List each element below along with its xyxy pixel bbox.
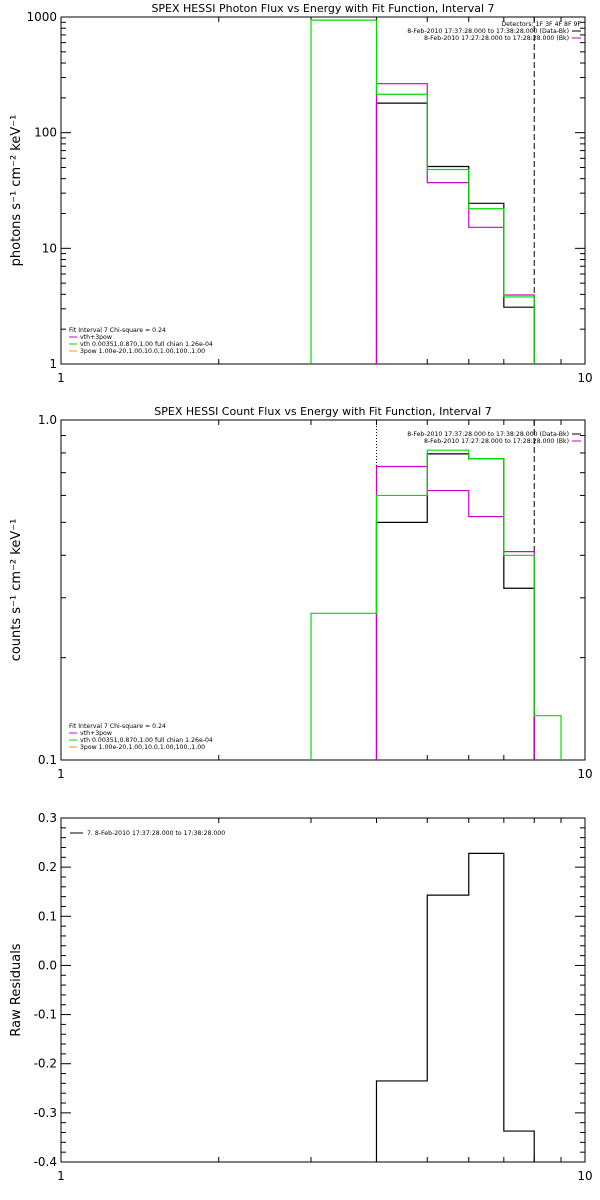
plot-frame [60, 419, 586, 761]
series-line-3 [310, 19, 535, 364]
legend-entry: 3pow 1.00e-20,1.00,10.0,1.00,100.,1.00 [80, 744, 205, 751]
y-tick-label: -0.1 [34, 1008, 57, 1022]
legend-entry: 3pow 1.00e-20,1.00,10.0,1.00,100.,1.00 [80, 348, 205, 355]
y-tick-label: 1.0 [38, 413, 57, 427]
legend-fit-header: Fit Interval 7 Chi-square = 0.24 [69, 723, 166, 730]
legend-detectors: Detectors: 1F 3F 4F 8F 9F [501, 21, 581, 28]
y-axis-label: Raw Residuals [9, 943, 24, 1036]
y-tick-label: 0.1 [38, 909, 57, 923]
chart-panel-3: 1 10 -0.4 -0.3 -0.2 -0.1 0.0 0.1 0.2 0.3 Raw Resid… [9, 811, 593, 1183]
x-tick-label: 1 [57, 1169, 65, 1183]
plot-frame [60, 817, 586, 1163]
x-tick-label: 1 [57, 371, 65, 385]
series-line-1 [375, 102, 535, 364]
legend-entry: 8-Feb-2010 17:37:28.000 to 17:38:28.000 … [407, 28, 569, 35]
legend-entry: 7. 8-Feb-2010 17:37:28.000 to 17:38:28.0… [87, 830, 225, 837]
series-line-3 [310, 449, 562, 760]
legend-entry: 8-Feb-2010 17:27:28.000 to 17:28:28.000 … [424, 35, 569, 42]
chart-title: SPEX HESSI Count Flux vs Energy with Fit… [154, 405, 491, 418]
chart-panel-1: SPEX HESSI Photon Flux vs Energy with Fi… [9, 2, 593, 385]
series-line-2 [375, 465, 535, 760]
x-tick-label: 1 [57, 767, 65, 781]
x-tick-label: 10 [577, 1169, 592, 1183]
x-tick-label: 10 [577, 767, 592, 781]
y-tick-label: 0.1 [38, 753, 57, 767]
series-line-2 [375, 83, 535, 364]
y-tick-label: -0.3 [34, 1106, 57, 1120]
y-tick-label: 1000 [26, 10, 57, 24]
legend-entry: vth+3pow [80, 334, 112, 341]
y-axis-label: counts s⁻¹ cm⁻² keV⁻¹ [9, 519, 24, 662]
plot-frame [60, 16, 586, 365]
legend-entry: 8-Feb-2010 17:27:28.000 to 17:28:28.000 … [424, 438, 569, 445]
legend-entry: vth 0.00351,0.870,1.00 full chian 1.26e-… [80, 341, 213, 348]
chart-title: SPEX HESSI Photon Flux vs Energy with Fi… [151, 2, 494, 15]
y-tick-label: 10 [42, 241, 57, 255]
y-tick-label: 0.2 [38, 860, 57, 874]
series-line-1 [375, 453, 535, 760]
legend-fit-header: Fit Interval 7 Chi-square = 0.24 [69, 327, 166, 334]
y-tick-label: 0.3 [38, 811, 57, 825]
legend-entry: vth+3pow [80, 730, 112, 737]
series-line-1 [375, 852, 535, 1162]
y-tick-label: -0.4 [34, 1155, 57, 1169]
legend-entry: 8-Feb-2010 17:37:28.000 to 17:38:28.000 … [407, 431, 569, 438]
y-axis-label: photons s⁻¹ cm⁻² keV⁻¹ [9, 115, 24, 267]
y-tick-label: 100 [34, 126, 57, 140]
y-tick-label: 0.0 [38, 958, 57, 972]
legend-entry: vth 0.00351,0.870,1.00 full chian 1.26e-… [80, 737, 213, 744]
x-tick-label: 10 [577, 371, 592, 385]
y-tick-label: -0.2 [34, 1057, 57, 1071]
y-tick-label: 1 [49, 357, 57, 371]
chart-panel-2: SPEX HESSI Count Flux vs Energy with Fit… [9, 405, 593, 781]
